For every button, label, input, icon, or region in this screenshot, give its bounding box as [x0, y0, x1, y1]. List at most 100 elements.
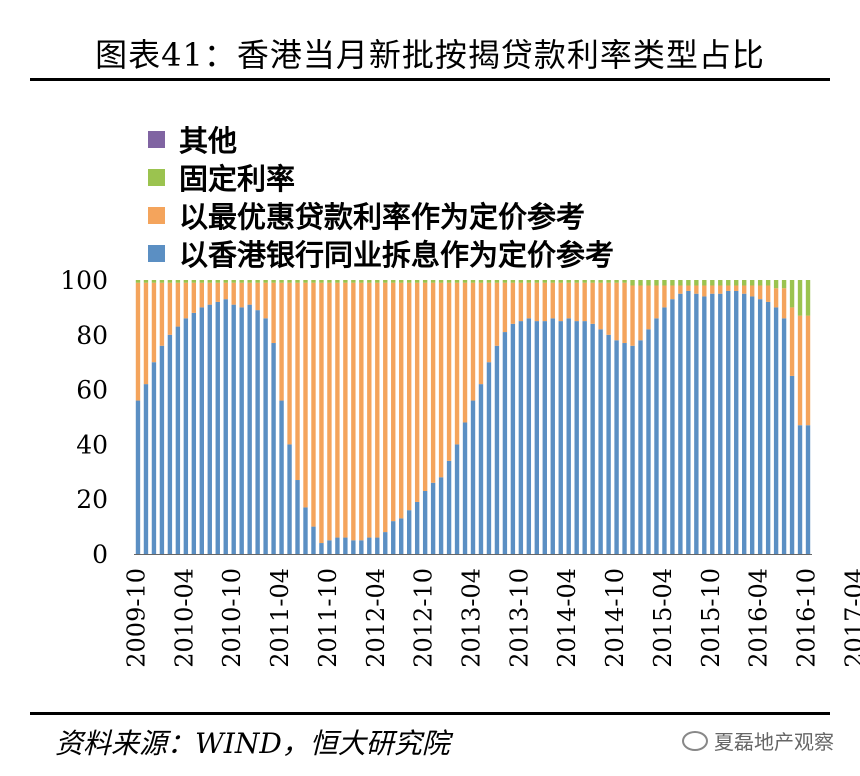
- bar-fixed-11: [223, 280, 228, 283]
- bar-hibor-30: [375, 537, 380, 554]
- bar-hibor-84: [805, 425, 811, 554]
- bar-prime-64: [646, 285, 651, 330]
- bar-prime-7: [191, 282, 197, 313]
- bar-prime-78: [757, 285, 763, 300]
- bar-prime-82: [789, 307, 795, 376]
- bar-hibor-5: [175, 326, 181, 554]
- bar-hibor-32: [391, 521, 396, 554]
- legend-swatch-prime: [148, 206, 165, 224]
- bar-hibor-8: [199, 307, 204, 554]
- bar-prime-17: [271, 282, 276, 344]
- bar-fixed-16: [263, 280, 268, 283]
- x-tick-label-2011-10: 2011-10: [314, 568, 342, 668]
- bar-hibor-69: [686, 290, 691, 554]
- stacked-bar-chart: 0 20 40 60 80 100 2009-10 2010-04 2010-10 2011-04…: [60, 266, 860, 668]
- bar-hibor-16: [263, 318, 268, 554]
- bar-hibor-11: [223, 299, 228, 554]
- bar-fixed-58: [598, 280, 603, 283]
- bar-fixed-62: [630, 280, 635, 286]
- bar-prime-5: [175, 282, 181, 327]
- bar-prime-50: [534, 282, 540, 322]
- bar-prime-68: [678, 285, 683, 294]
- bar-prime-22: [311, 282, 316, 527]
- x-tick-label-2014-04: 2014-04: [553, 568, 581, 668]
- bar-prime-83: [797, 315, 803, 426]
- bar-fixed-60: [614, 280, 619, 283]
- y-tick-label-0: 0: [92, 540, 108, 569]
- bar-prime-8: [199, 282, 204, 308]
- bar-prime-23: [319, 282, 324, 544]
- bar-fixed-48: [518, 280, 524, 283]
- bar-fixed-38: [438, 280, 444, 283]
- bar-hibor-31: [383, 532, 388, 554]
- bar-hibor-10: [215, 301, 220, 554]
- x-tick-label-2010-04: 2010-04: [170, 568, 198, 668]
- x-tick-label-2016-10: 2016-10: [793, 568, 821, 668]
- bar-prime-10: [215, 282, 220, 302]
- bar-hibor-1: [143, 384, 149, 554]
- bar-fixed-68: [678, 280, 683, 286]
- bar-fixed-37: [430, 280, 436, 283]
- bar-hibor-37: [430, 482, 436, 554]
- bar-hibor-15: [255, 310, 260, 554]
- bar-prime-36: [422, 282, 428, 491]
- bar-prime-57: [590, 282, 595, 324]
- bar-prime-38: [438, 282, 444, 478]
- bar-fixed-57: [590, 280, 595, 283]
- bar-fixed-7: [191, 280, 197, 283]
- bar-hibor-26: [343, 537, 348, 554]
- bar-hibor-66: [662, 307, 667, 554]
- bar-fixed-9: [207, 280, 212, 283]
- bar-prime-56: [582, 282, 587, 322]
- bar-fixed-26: [343, 280, 348, 283]
- bar-hibor-56: [582, 321, 587, 554]
- bar-fixed-63: [638, 280, 643, 286]
- bar-hibor-45: [494, 345, 500, 554]
- bar-prime-1: [143, 282, 149, 385]
- bar-prime-11: [223, 282, 228, 300]
- bar-hibor-70: [694, 293, 699, 554]
- bar-fixed-33: [399, 280, 404, 283]
- bar-hibor-19: [287, 444, 292, 554]
- bar-prime-37: [430, 282, 436, 483]
- bar-fixed-22: [311, 280, 316, 283]
- bar-hibor-74: [726, 290, 731, 554]
- bar-fixed-6: [183, 280, 189, 283]
- bar-fixed-82: [789, 280, 795, 308]
- legend-swatch-other: [148, 130, 165, 148]
- bar-hibor-29: [367, 537, 372, 554]
- bar-hibor-71: [702, 296, 707, 554]
- bar-prime-80: [773, 288, 779, 308]
- bar-fixed-29: [367, 280, 372, 283]
- bar-hibor-38: [438, 477, 444, 554]
- bar-prime-59: [606, 282, 611, 335]
- bar-fixed-61: [622, 280, 627, 283]
- legend-label-fixed: 固定利率: [179, 162, 296, 196]
- bar-prime-49: [526, 282, 532, 319]
- bar-prime-33: [399, 282, 404, 519]
- legend-swatch-hibor: [148, 244, 165, 262]
- bar-hibor-49: [526, 318, 532, 554]
- bar-prime-20: [295, 282, 300, 481]
- bar-prime-34: [406, 282, 412, 511]
- bar-prime-65: [654, 285, 659, 319]
- legend-item-hibor: 以香港银行同业拆息作为定价参考: [148, 234, 614, 272]
- bar-fixed-41: [462, 280, 468, 283]
- legend-label-prime: 以最优惠贷款利率作为定价参考: [179, 200, 586, 234]
- bar-hibor-25: [335, 537, 340, 554]
- bar-fixed-20: [295, 280, 300, 283]
- x-tick-label-2011-04: 2011-04: [266, 568, 294, 668]
- bar-prime-25: [335, 282, 340, 538]
- bar-prime-18: [279, 282, 284, 401]
- y-tick-label-100: 100: [60, 266, 108, 295]
- bar-prime-31: [383, 282, 388, 533]
- bar-hibor-63: [638, 340, 643, 554]
- bar-hibor-78: [757, 299, 763, 554]
- bar-prime-69: [686, 285, 691, 291]
- bar-hibor-80: [773, 307, 779, 554]
- bar-fixed-72: [710, 280, 715, 286]
- bar-fixed-5: [175, 280, 181, 283]
- x-tick-label-2014-10: 2014-10: [601, 568, 629, 668]
- legend-label-hibor: 以香港银行同业拆息作为定价参考: [179, 238, 615, 272]
- x-tick-label-2010-10: 2010-10: [218, 568, 246, 668]
